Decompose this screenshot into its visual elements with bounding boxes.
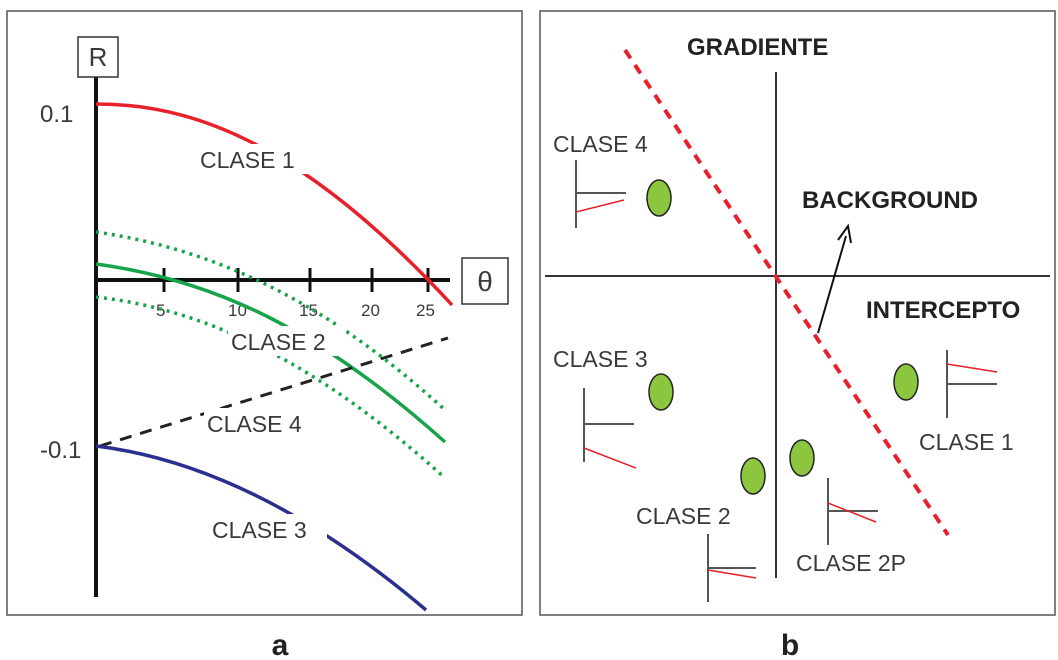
background-trend-line: [623, 48, 950, 537]
clase-2-glyph: [707, 534, 757, 602]
clase-3-curve: [95, 444, 428, 612]
clase-3-glyph: [583, 388, 637, 469]
y-tick-label-bottom: -0.1: [40, 437, 81, 464]
clase-1-label-bg: [197, 144, 315, 174]
clase-2p-glyph: [827, 478, 878, 545]
intercepto-label: INTERCEPTO: [866, 297, 1020, 324]
x-tick-label-25: 25: [416, 301, 435, 320]
clase-2-label: CLASE 2: [231, 329, 326, 355]
clase-1-curve: [95, 102, 454, 307]
theta-axis-label: θ: [477, 266, 493, 297]
clase-1-marker: [893, 363, 919, 401]
clase-2-upper-bound: [95, 230, 447, 412]
x-tick-label-20: 20: [361, 301, 380, 320]
clase-4-glyph: [575, 160, 626, 228]
theta-label-box: [461, 257, 509, 305]
clase-2p-marker: [789, 439, 815, 477]
r-axis-label: R: [89, 42, 108, 72]
b-clase-3-label: CLASE 3: [553, 346, 648, 372]
panel-b-frame: [539, 10, 1056, 616]
panel-b-caption: b: [781, 629, 799, 660]
background-arrow-head: [837, 223, 852, 244]
clase-2-curve: [95, 262, 447, 444]
clase-4-marker: [646, 179, 672, 217]
clase-3-marker: [648, 373, 674, 411]
gradiente-label: GRADIENTE: [687, 34, 828, 61]
clase-4-label: CLASE 4: [207, 411, 302, 437]
clase-2-marker: [740, 457, 766, 495]
clase-1-label: CLASE 1: [200, 147, 295, 173]
background-label: BACKGROUND: [802, 187, 978, 214]
clase-4-curve: [99, 336, 449, 448]
b-clase-2-label: CLASE 2: [636, 503, 731, 529]
clase-3-label-bg: [209, 514, 327, 544]
background-arrow-shaft: [817, 235, 847, 334]
b-clase-4-label: CLASE 4: [553, 131, 648, 157]
panel-a-caption: a: [272, 629, 289, 660]
clase-4-label-bg: [204, 408, 322, 438]
clase-2-label-bg: [228, 326, 346, 356]
y-tick-label-top: 0.1: [40, 101, 73, 128]
clase-3-label: CLASE 3: [212, 517, 307, 543]
b-clase-2p-label: CLASE 2P: [796, 550, 906, 576]
clase-1-glyph: [946, 350, 998, 418]
b-clase-1-label: CLASE 1: [919, 429, 1014, 455]
r-label-box: [77, 36, 119, 78]
x-tick-label-15: 15: [299, 301, 318, 320]
